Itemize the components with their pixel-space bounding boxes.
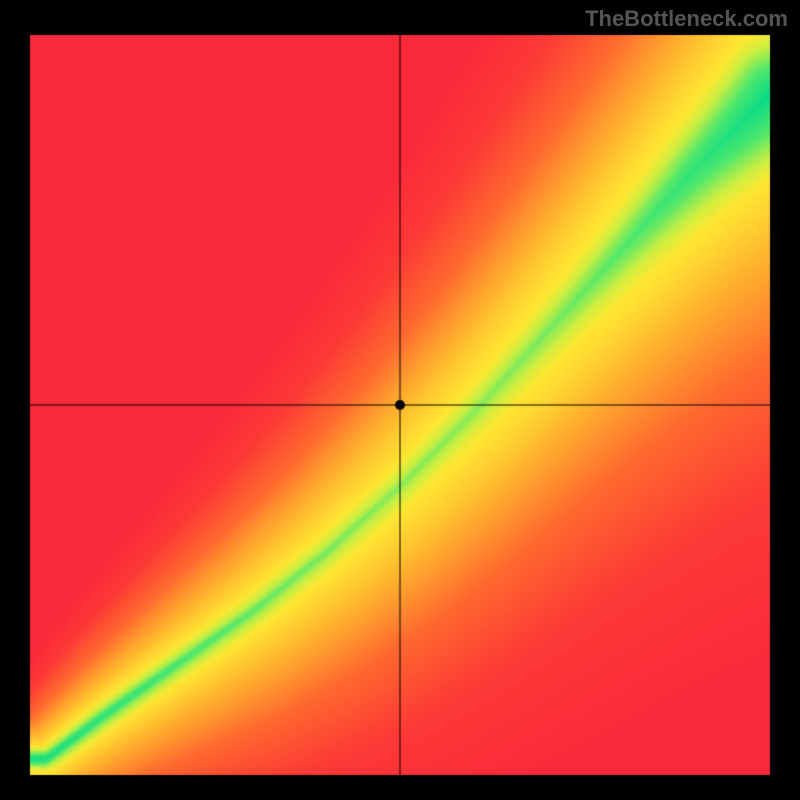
watermark-text: TheBottleneck.com — [585, 6, 788, 32]
chart-container: TheBottleneck.com — [0, 0, 800, 800]
heatmap-canvas — [0, 0, 800, 800]
